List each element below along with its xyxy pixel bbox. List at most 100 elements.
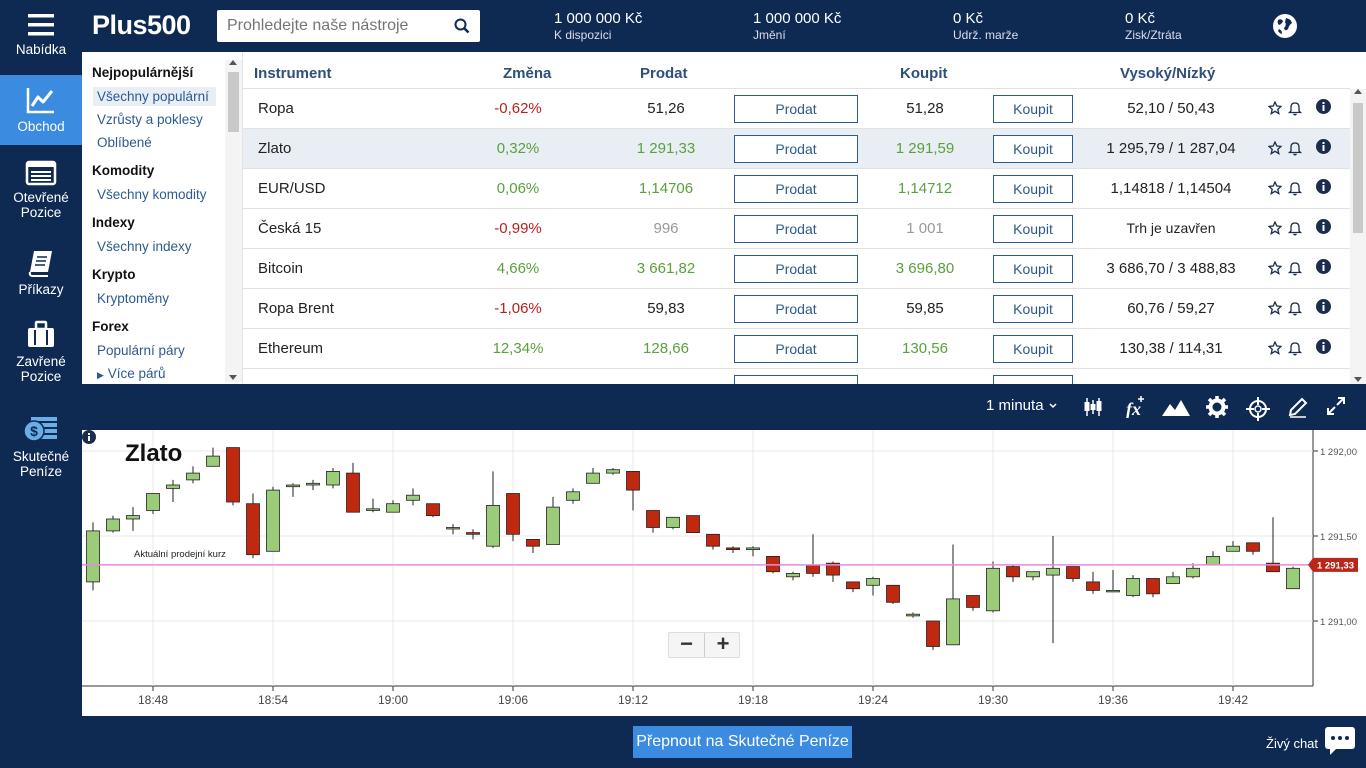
pencil-draw-icon[interactable]	[1287, 396, 1309, 418]
instrument-name[interactable]: Ethereum	[258, 340, 324, 357]
info-icon[interactable]	[82, 430, 96, 444]
table-scrollbar[interactable]	[1350, 89, 1366, 384]
instrument-row[interactable]: Zlato 0,32% 1 291,33 Prodat 1 291,59 Koupit 1 …	[243, 128, 1350, 168]
info-icon[interactable]	[1316, 179, 1331, 194]
scrollbar-thumb[interactable]	[228, 72, 239, 132]
instrument-row[interactable]: Česká 15 -0,99% 996 Prodat 1 001 Koupit Trh je…	[243, 208, 1350, 248]
star-favorite-icon[interactable]	[1268, 181, 1282, 195]
buy-button[interactable]: Koupit	[993, 335, 1073, 363]
zoom-out-button[interactable]: −	[669, 633, 705, 657]
zoom-in-button[interactable]: +	[716, 631, 730, 656]
bell-alert-icon[interactable]	[1287, 220, 1303, 236]
star-favorite-icon[interactable]	[1268, 221, 1282, 235]
header-instrument[interactable]: Instrument	[254, 65, 332, 82]
search-input[interactable]	[227, 15, 447, 37]
sell-button[interactable]: Prodat	[734, 255, 858, 283]
star-favorite-icon[interactable]	[1268, 261, 1282, 275]
nav-open-positions[interactable]: Otevřené Pozice	[0, 160, 82, 230]
info-icon[interactable]	[1316, 299, 1331, 314]
category-all-indices[interactable]: Všechny indexy	[97, 239, 192, 254]
instrument-name[interactable]: Česká 15	[258, 220, 322, 237]
nav-closed-positions[interactable]: Zavřené Pozice	[0, 320, 82, 390]
nav-real-money[interactable]: $ Skutečné Peníze	[0, 413, 82, 483]
instrument-row[interactable]: Ropa -0,62% 51,26 Prodat 51,28 Koupit 52,10 / …	[243, 88, 1350, 128]
instrument-row[interactable]: EUR/USD 0,06% 1,14706 Prodat 1,14712 Koupit 1,…	[243, 168, 1350, 208]
bell-alert-icon[interactable]	[1287, 260, 1303, 276]
search-icon[interactable]	[454, 18, 470, 34]
info-icon[interactable]	[1316, 339, 1331, 354]
sell-button[interactable]	[734, 375, 858, 384]
sell-button[interactable]: Prodat	[734, 175, 858, 203]
instrument-name[interactable]: EUR/USD	[258, 180, 326, 197]
scroll-down-icon[interactable]	[1354, 377, 1362, 382]
stat-equity-label: Jmění	[753, 28, 786, 42]
stat-pnl: 0 Kč Zisk/Ztráta	[1125, 10, 1182, 43]
scroll-up-icon[interactable]	[229, 60, 237, 65]
info-icon[interactable]	[1316, 259, 1331, 274]
star-favorite-icon[interactable]	[1268, 101, 1282, 115]
instrument-row[interactable]: Ropa Brent -1,06% 59,83 Prodat 59,85 Koupit 60…	[243, 288, 1350, 328]
bell-alert-icon[interactable]	[1287, 300, 1303, 316]
instrument-row-partial[interactable]	[243, 368, 1350, 384]
indicators-fx-icon[interactable]: fx	[1123, 396, 1145, 418]
info-icon[interactable]	[1316, 219, 1331, 234]
instrument-name[interactable]: Bitcoin	[258, 260, 304, 277]
buy-button[interactable]: Koupit	[993, 135, 1073, 163]
buy-button[interactable]: Koupit	[993, 295, 1073, 323]
bell-alert-icon[interactable]	[1287, 100, 1303, 116]
instrument-name[interactable]: Ropa Brent	[258, 300, 334, 317]
star-favorite-icon[interactable]	[1268, 301, 1282, 315]
sell-button[interactable]: Prodat	[734, 335, 858, 363]
buy-button[interactable]	[993, 375, 1073, 384]
scroll-up-icon[interactable]	[1354, 89, 1362, 94]
buy-button[interactable]: Koupit	[993, 175, 1073, 203]
globe-icon[interactable]	[1272, 13, 1298, 39]
category-all-popular[interactable]: Všechny populární	[93, 87, 216, 106]
plus500-logo[interactable]: Plus500	[92, 10, 191, 41]
live-chat-label[interactable]: Živý chat	[1266, 736, 1319, 751]
buy-button[interactable]: Koupit	[993, 215, 1073, 243]
instrument-name[interactable]: Zlato	[258, 140, 292, 157]
gear-icon[interactable]	[1206, 396, 1228, 418]
buy-price: 59,85	[906, 300, 944, 317]
category-all-commodities[interactable]: Všechny komodity	[97, 187, 207, 202]
timeframe-dropdown[interactable]: 1 minuta	[986, 397, 1058, 414]
category-more-pairs[interactable]: ▶ Více párů	[93, 364, 169, 383]
mountain-chart-icon[interactable]	[1161, 396, 1191, 418]
category-scrollbar[interactable]	[225, 60, 242, 382]
crosshair-icon[interactable]	[1246, 397, 1270, 421]
candlestick-type-icon[interactable]	[1082, 396, 1104, 418]
scrollbar-thumb[interactable]	[1353, 103, 1363, 233]
header-change[interactable]: Změna	[503, 65, 552, 82]
category-popular-pairs[interactable]: Populární páry	[97, 343, 185, 358]
sell-button[interactable]: Prodat	[734, 295, 858, 323]
buy-button[interactable]: Koupit	[993, 255, 1073, 283]
nav-orders[interactable]: Příkazy	[0, 248, 82, 304]
category-risers-fallers[interactable]: Vzrůsty a poklesy	[97, 112, 203, 127]
sell-button[interactable]: Prodat	[734, 215, 858, 243]
sell-button[interactable]: Prodat	[734, 95, 858, 123]
nav-trade[interactable]: Obchod	[0, 75, 82, 145]
category-favorites[interactable]: Oblíbené	[97, 135, 152, 150]
scroll-down-icon[interactable]	[229, 375, 237, 380]
bell-alert-icon[interactable]	[1287, 340, 1303, 356]
candlestick-chart[interactable]: 18:48 18:54 19:00 19:06 19:12 19:18 19:24 19:30…	[82, 430, 1366, 716]
star-favorite-icon[interactable]	[1268, 341, 1282, 355]
sell-button[interactable]: Prodat	[734, 135, 858, 163]
info-icon[interactable]	[1316, 99, 1331, 114]
nav-menu[interactable]: Nabídka	[0, 12, 82, 74]
bell-alert-icon[interactable]	[1287, 180, 1303, 196]
bell-alert-icon[interactable]	[1287, 140, 1303, 156]
chat-bubble-icon[interactable]	[1324, 726, 1356, 756]
instrument-row[interactable]: Ethereum 12,34% 128,66 Prodat 130,56 Koupit 13…	[243, 328, 1350, 368]
price-chart[interactable]: 18:48 18:54 19:00 19:06 19:12 19:18 19:24 19:30…	[82, 430, 1366, 716]
category-heading-indices: Indexy	[92, 215, 135, 230]
switch-to-real-money-button[interactable]: Přepnout na Skutečné Peníze	[633, 726, 852, 758]
info-icon[interactable]	[1316, 139, 1331, 154]
star-favorite-icon[interactable]	[1268, 141, 1282, 155]
buy-button[interactable]: Koupit	[993, 95, 1073, 123]
category-cryptocurrencies[interactable]: Kryptoměny	[97, 291, 170, 306]
fullscreen-expand-icon[interactable]	[1326, 396, 1346, 416]
instrument-row[interactable]: Bitcoin 4,66% 3 661,82 Prodat 3 696,80 Koupit…	[243, 248, 1350, 288]
instrument-name[interactable]: Ropa	[258, 100, 294, 117]
